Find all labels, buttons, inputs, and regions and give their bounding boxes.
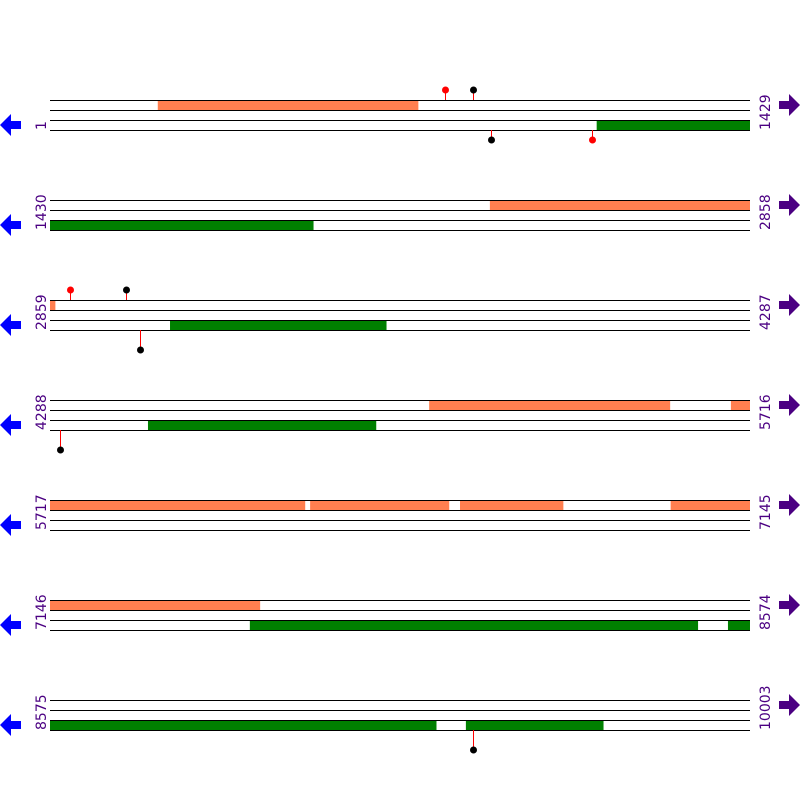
map-row: 7146 8574 xyxy=(0,594,800,636)
arrow-right-icon xyxy=(779,94,800,116)
reverse-feature xyxy=(50,220,314,230)
marker-head xyxy=(589,136,596,144)
arrow-left-icon xyxy=(0,314,21,336)
row-end-label: 2858 xyxy=(758,194,774,230)
marker-head xyxy=(470,86,477,94)
site-marker xyxy=(137,330,144,354)
forward-feature xyxy=(429,400,671,410)
arrow-right-icon xyxy=(779,194,800,216)
map-row: 2859 4287 xyxy=(0,286,800,354)
arrow-left-icon xyxy=(0,214,21,236)
row-end-label: 8574 xyxy=(758,594,774,630)
map-row: 5717 7145 xyxy=(0,494,800,536)
reverse-feature xyxy=(170,320,387,330)
forward-feature xyxy=(157,100,419,110)
forward-feature xyxy=(460,500,564,510)
marker-head xyxy=(442,86,449,94)
row-start-label: 1430 xyxy=(34,194,50,230)
marker-head xyxy=(67,286,74,294)
row-start-label: 1 xyxy=(34,121,50,130)
forward-feature xyxy=(730,400,750,410)
arrow-right-icon xyxy=(779,294,800,316)
forward-feature xyxy=(670,500,750,510)
arrow-right-icon xyxy=(779,494,800,516)
map-row: 1 1429 xyxy=(0,86,800,144)
arrow-right-icon xyxy=(779,594,800,616)
forward-feature xyxy=(50,600,261,610)
map-row: 8575 10003 xyxy=(0,685,800,754)
site-marker xyxy=(442,86,449,100)
reverse-feature xyxy=(147,420,377,430)
map-row: 1430 2858 xyxy=(0,194,800,236)
forward-feature xyxy=(310,500,450,510)
arrow-right-icon xyxy=(779,394,800,416)
site-marker xyxy=(123,286,130,300)
marker-head xyxy=(470,746,477,754)
row-end-label: 4287 xyxy=(758,294,774,330)
forward-feature xyxy=(50,500,306,510)
reverse-feature xyxy=(596,120,750,130)
site-marker xyxy=(470,86,477,100)
row-start-label: 5717 xyxy=(34,494,50,530)
site-marker xyxy=(488,130,495,144)
arrow-left-icon xyxy=(0,514,21,536)
reverse-feature xyxy=(50,720,437,730)
row-end-label: 7145 xyxy=(758,494,774,530)
site-marker xyxy=(589,130,596,144)
arrow-left-icon xyxy=(0,414,21,436)
reverse-feature xyxy=(249,620,699,630)
forward-feature xyxy=(489,200,750,210)
marker-head xyxy=(137,346,144,354)
arrow-left-icon xyxy=(0,114,21,136)
row-end-label: 5716 xyxy=(758,394,774,430)
arrow-left-icon xyxy=(0,614,21,636)
marker-head xyxy=(488,136,495,144)
reverse-feature xyxy=(465,720,604,730)
row-end-label: 10003 xyxy=(758,685,774,730)
site-marker xyxy=(67,286,74,300)
row-end-label: 1429 xyxy=(758,94,774,130)
row-start-label: 2859 xyxy=(34,294,50,330)
forward-feature xyxy=(50,300,56,310)
site-marker xyxy=(57,430,64,454)
map-row: 4288 5716 xyxy=(0,394,800,454)
reverse-feature xyxy=(727,620,750,630)
arrow-left-icon xyxy=(0,714,21,736)
arrow-right-icon xyxy=(779,694,800,716)
marker-head xyxy=(57,446,64,454)
site-marker xyxy=(470,730,477,754)
marker-head xyxy=(123,286,130,294)
row-start-label: 8575 xyxy=(34,694,50,730)
row-start-label: 7146 xyxy=(34,594,50,630)
row-start-label: 4288 xyxy=(34,394,50,430)
